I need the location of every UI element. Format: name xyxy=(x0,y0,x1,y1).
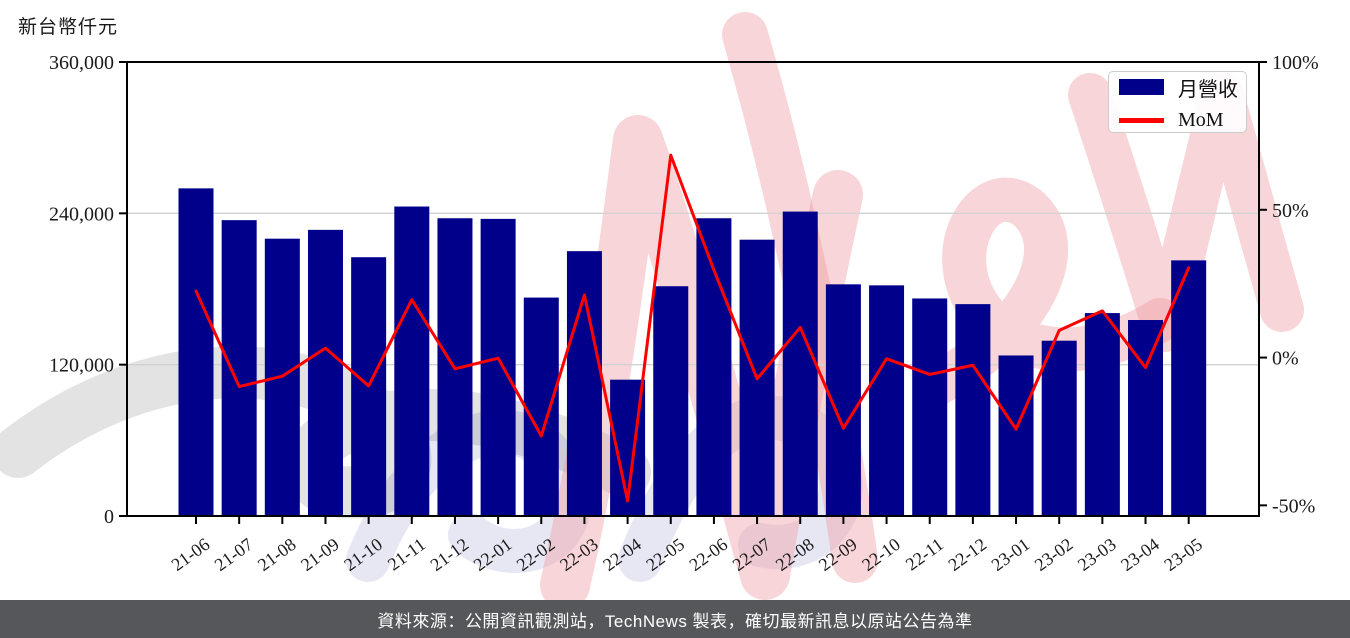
x-tick-label-21-10: 21-10 xyxy=(340,534,386,575)
x-tick-label-23-02: 23-02 xyxy=(1031,534,1077,575)
x-tick-label-22-07: 22-07 xyxy=(729,534,775,575)
revenue-bar-22-02 xyxy=(523,297,559,516)
right-tick-label: 100% xyxy=(1272,52,1319,74)
revenue-bar-22-06 xyxy=(696,218,732,517)
x-tick-label-22-01: 22-01 xyxy=(470,534,516,575)
plot-border xyxy=(126,61,1260,517)
left-axis-unit-label: 新台幣仟元 xyxy=(18,17,119,38)
x-tick-label-22-03: 22-03 xyxy=(556,534,602,575)
revenue-bar-22-12 xyxy=(955,304,991,516)
x-tick-label-23-04: 23-04 xyxy=(1117,534,1163,575)
right-tick-label: -50% xyxy=(1272,495,1315,517)
source-footer-text: 資料來源：公開資訊觀測站，TechNews 製表，確切最新訊息以原站公告為準 xyxy=(377,611,973,631)
legend-label-revenue: 月營收 xyxy=(1178,78,1238,101)
x-tick-label-23-05: 23-05 xyxy=(1160,534,1206,575)
revenue-bar-21-11 xyxy=(394,206,430,517)
x-tick-label-22-05: 22-05 xyxy=(642,534,688,575)
revenue-bar-23-02 xyxy=(1041,340,1077,516)
x-tick-label-22-08: 22-08 xyxy=(772,534,818,575)
x-tick-label-21-12: 21-12 xyxy=(427,534,473,575)
x-tick-label-21-11: 21-11 xyxy=(384,534,429,574)
revenue-bar-23-05 xyxy=(1171,260,1207,516)
x-tick-label-22-09: 22-09 xyxy=(815,534,861,575)
left-tick-label: 120,000 xyxy=(49,355,114,377)
x-tick-label-21-09: 21-09 xyxy=(297,534,343,575)
revenue-bar-21-09 xyxy=(307,229,343,516)
revenue-bar-swatch xyxy=(1119,79,1164,95)
revenue-bar-23-01 xyxy=(998,355,1034,516)
mom-line-swatch xyxy=(1119,117,1164,123)
x-tick-label-23-03: 23-03 xyxy=(1074,534,1120,575)
revenue-bar-22-08 xyxy=(782,211,818,516)
x-tick-label-23-01: 23-01 xyxy=(988,534,1034,575)
x-tick-label-21-06: 21-06 xyxy=(168,534,214,575)
revenue-bar-21-06 xyxy=(178,188,214,516)
legend-item-revenue: 月營收 xyxy=(1119,73,1238,102)
x-tick-label-22-02: 22-02 xyxy=(513,534,559,575)
revenue-bar-22-03 xyxy=(566,251,602,516)
legend-item-mom: MoM xyxy=(1119,109,1236,132)
x-tick-label-21-08: 21-08 xyxy=(254,534,300,575)
x-tick-label-22-10: 22-10 xyxy=(858,534,904,575)
revenue-bar-22-05 xyxy=(653,286,689,516)
right-tick-label: 50% xyxy=(1272,200,1309,222)
x-tick-label-22-11: 22-11 xyxy=(902,534,947,574)
left-tick-label: 0 xyxy=(104,506,114,528)
legend-label-mom: MoM xyxy=(1178,108,1224,131)
watermark-pink-w xyxy=(1068,73,1304,352)
left-tick-label: 360,000 xyxy=(49,52,114,74)
revenue-bar-22-11 xyxy=(912,298,948,516)
revenue-bar-22-01 xyxy=(480,218,516,517)
x-tick-label-22-04: 22-04 xyxy=(599,534,645,575)
right-tick-label: 0% xyxy=(1272,348,1299,370)
source-footer: 資料來源：公開資訊觀測站，TechNews 製表，確切最新訊息以原站公告為準 xyxy=(0,600,1350,638)
revenue-bar-22-10 xyxy=(869,285,905,516)
revenue-bar-23-03 xyxy=(1084,313,1120,516)
left-tick-label: 240,000 xyxy=(49,203,114,225)
mom-line xyxy=(194,153,1191,503)
legend: 月營收 MoM xyxy=(1108,71,1247,133)
revenue-bar-21-07 xyxy=(221,220,257,517)
revenue-mom-chart: 0 120,000 240,000 360,000 -50% 0% 50% 100% 21-06… xyxy=(49,52,1319,575)
x-tick-label-22-06: 22-06 xyxy=(686,534,732,575)
x-tick-label-22-12: 22-12 xyxy=(944,534,990,575)
x-tick-label-21-07: 21-07 xyxy=(211,534,257,575)
